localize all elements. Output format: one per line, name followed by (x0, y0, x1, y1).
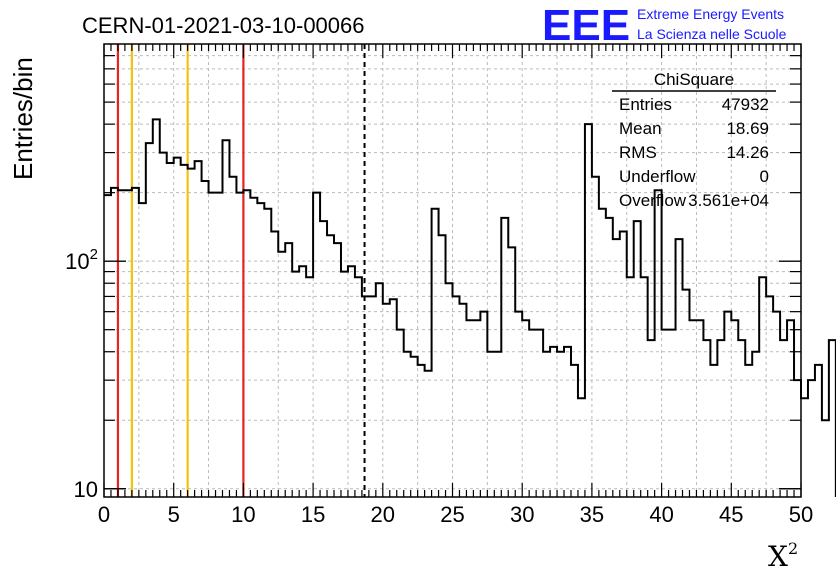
stats-row-label: Entries (619, 95, 672, 114)
stats-row-value: 18.69 (726, 119, 769, 138)
y-tick-label-base: 10 (74, 477, 98, 502)
eee-logo-line2: La Scienza nelle Scuole (637, 26, 787, 42)
x-tick-label: 10 (231, 502, 255, 527)
x-tick-label: 15 (301, 502, 325, 527)
stats-row-value: 3.561e+04 (688, 191, 769, 210)
x-axis-label-sup: 2 (788, 539, 798, 558)
x-tick-label: 45 (719, 502, 743, 527)
stats-row-label: Mean (619, 119, 662, 138)
x-tick-label: 5 (168, 502, 180, 527)
stats-box: ChiSquare Entries 47932 Mean 18.69 RMS 14.26 U… (612, 70, 776, 210)
stats-rows: Entries 47932 Mean 18.69 RMS 14.26 Underflow 0 O… (619, 95, 769, 210)
x-tick-label: 30 (510, 502, 534, 527)
axis-ticks (103, 44, 802, 497)
histogram-outline (104, 118, 836, 497)
y-tick-label-sup: 2 (90, 246, 98, 263)
y-tick-label: 10 (74, 477, 98, 502)
stats-row-label: RMS (619, 143, 657, 162)
x-axis-label-base: X (768, 540, 788, 572)
y-tick-label-base: 10 (65, 249, 89, 274)
eee-logo-mark: EEE (542, 1, 630, 50)
x-tick-labels: 0 5 10 15 20 25 30 35 40 45 50 (98, 502, 813, 527)
stats-row-label: Overflow (619, 191, 687, 210)
reference-lines (116, 44, 366, 497)
eee-logo: EEE Extreme Energy Events La Scienza nel… (542, 1, 787, 50)
x-tick-label: 50 (789, 502, 813, 527)
x-tick-label: 35 (580, 502, 604, 527)
x-tick-label: 20 (371, 502, 395, 527)
stats-row-label: Underflow (619, 167, 696, 186)
x-tick-label: 0 (98, 502, 110, 527)
y-tick-label: 102 (65, 246, 98, 274)
x-tick-label: 40 (649, 502, 673, 527)
chart-title: CERN-01-2021-03-10-00066 (82, 13, 365, 38)
y-axis-label: Entries/bin (8, 57, 38, 180)
stats-row-value: 47932 (722, 95, 769, 114)
eee-logo-line1: Extreme Energy Events (637, 6, 784, 22)
stats-row-value: 14.26 (726, 143, 769, 162)
stats-title: ChiSquare (654, 70, 734, 89)
x-tick-label: 25 (440, 502, 464, 527)
grid-lines (104, 44, 801, 497)
stats-row-value: 0 (760, 167, 769, 186)
x-axis-label: X2 (768, 539, 798, 572)
